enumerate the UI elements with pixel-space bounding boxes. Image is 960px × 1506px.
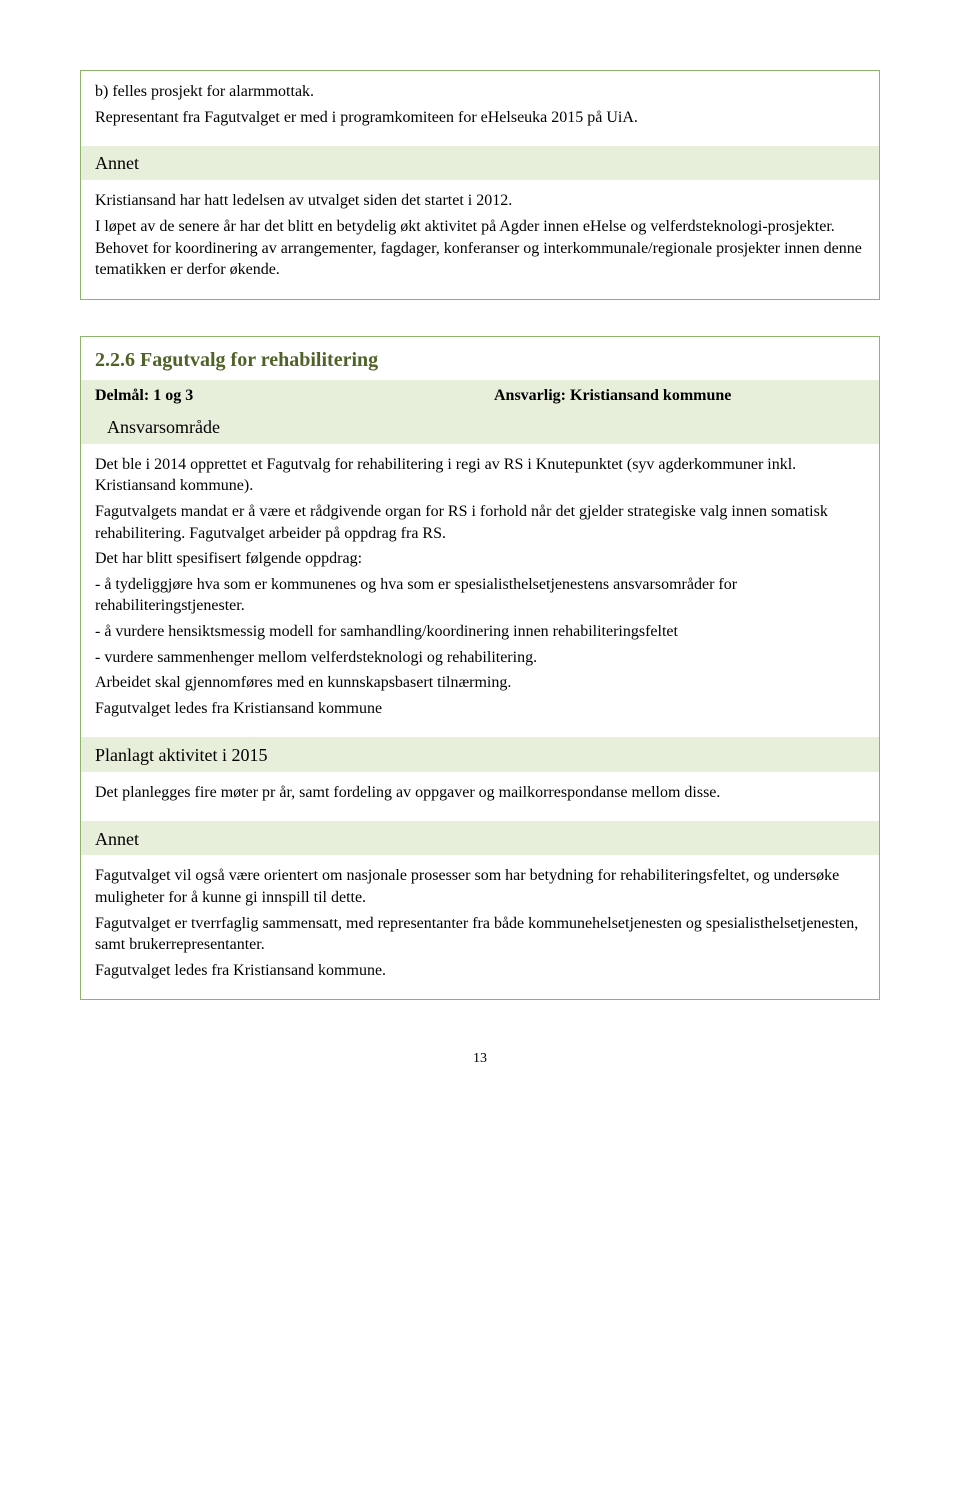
box1-intro: b) felles prosjekt for alarmmottak. Repr…: [81, 71, 879, 146]
para: Det planlegges fire møter pr år, samt fo…: [95, 782, 865, 804]
para: Fagutvalget er tverrfaglig sammensatt, m…: [95, 913, 865, 956]
delmal-row: Delmål: 1 og 3 Ansvarlig: Kristiansand k…: [81, 380, 879, 412]
para: Arbeidet skal gjennomføres med en kunnsk…: [95, 672, 865, 694]
box1-annet-para: Kristiansand har hatt ledelsen av utvalg…: [95, 190, 865, 212]
box1-annet-para: I løpet av de senere år har det blitt en…: [95, 216, 865, 281]
annet-label: Annet: [81, 147, 879, 179]
section-box-1: b) felles prosjekt for alarmmottak. Repr…: [80, 70, 880, 300]
para: - å tydeliggjøre hva som er kommunenes o…: [95, 574, 865, 617]
planlagt-body: Det planlegges fire møter pr år, samt fo…: [81, 772, 879, 822]
ansvarsomrade-label: Ansvarsområde: [81, 411, 879, 443]
ansvarsomrade-body: Det ble i 2014 opprettet et Fagutvalg fo…: [81, 444, 879, 738]
section-heading: 2.2.6 Fagutvalg for rehabilitering: [81, 337, 879, 380]
para: Fagutvalget ledes fra Kristiansand kommu…: [95, 698, 865, 720]
para: Det ble i 2014 opprettet et Fagutvalg fo…: [95, 454, 865, 497]
delmal-label: Delmål: 1 og 3: [81, 381, 480, 411]
box1-intro-line: Representant fra Fagutvalget er med i pr…: [95, 107, 865, 129]
section-box-2: 2.2.6 Fagutvalg for rehabilitering Delmå…: [80, 336, 880, 1001]
page-number: 13: [80, 1050, 880, 1069]
box2-annet-body: Fagutvalget vil også være orientert om n…: [81, 855, 879, 999]
para: Fagutvalgets mandat er å være et rådgive…: [95, 501, 865, 544]
box1-annet-header: Annet: [81, 146, 879, 180]
box1-annet-body: Kristiansand har hatt ledelsen av utvalg…: [81, 180, 879, 298]
box2-annet-label: Annet: [81, 821, 879, 855]
para: - vurdere sammenhenger mellom velferdste…: [95, 647, 865, 669]
para: - å vurdere hensiktsmessig modell for sa…: [95, 621, 865, 643]
ansvarlig-label: Ansvarlig: Kristiansand kommune: [480, 381, 879, 411]
planlagt-label: Planlagt aktivitet i 2015: [81, 737, 879, 771]
para: Fagutvalget vil også være orientert om n…: [95, 865, 865, 908]
para: Fagutvalget ledes fra Kristiansand kommu…: [95, 960, 865, 982]
para: Det har blitt spesifisert følgende oppdr…: [95, 548, 865, 570]
box1-intro-line: b) felles prosjekt for alarmmottak.: [95, 81, 865, 103]
